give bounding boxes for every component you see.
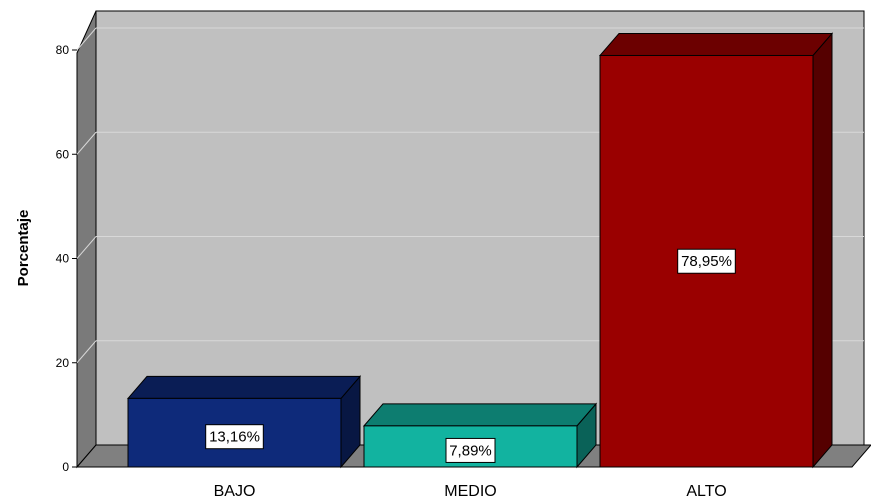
grid-line-side <box>76 340 97 364</box>
bar-alto: 78,95% <box>598 32 834 469</box>
data-label-box <box>677 248 736 274</box>
data-label: 13,16% <box>209 429 260 446</box>
grid-line-side <box>76 27 97 51</box>
data-label: 78,95% <box>681 253 732 270</box>
data-label-box <box>205 424 264 450</box>
bar-side <box>812 32 833 469</box>
y-axis-ticks: 0 20 40 60 80 <box>56 43 77 474</box>
bar-medio: 7,89% <box>362 402 598 469</box>
grid-line-side <box>76 131 97 155</box>
data-label: 7,89% <box>449 442 492 459</box>
bars: 13,16% 7,89% 78,95% <box>126 32 834 469</box>
y-tick-label: 80 <box>56 43 70 57</box>
side-wall <box>76 10 97 469</box>
bar-top <box>598 32 834 56</box>
x-tick-label: BAJO <box>214 483 256 500</box>
y-tick-label: 40 <box>56 252 70 266</box>
y-tick-label: 60 <box>56 147 70 161</box>
bar-top <box>126 375 362 399</box>
x-tick-label: ALTO <box>686 483 726 500</box>
y-axis-title: Porcentaje <box>15 210 32 287</box>
y-tick-label: 20 <box>56 356 70 370</box>
x-axis-labels: BAJO MEDIO ALTO <box>214 483 727 500</box>
bar-bajo: 13,16% <box>126 375 362 469</box>
grid-line-side <box>76 236 97 259</box>
x-tick-label: MEDIO <box>444 483 496 500</box>
bar-top <box>362 403 598 427</box>
y-tick-label: 0 <box>62 460 69 474</box>
data-label-box <box>445 437 496 463</box>
